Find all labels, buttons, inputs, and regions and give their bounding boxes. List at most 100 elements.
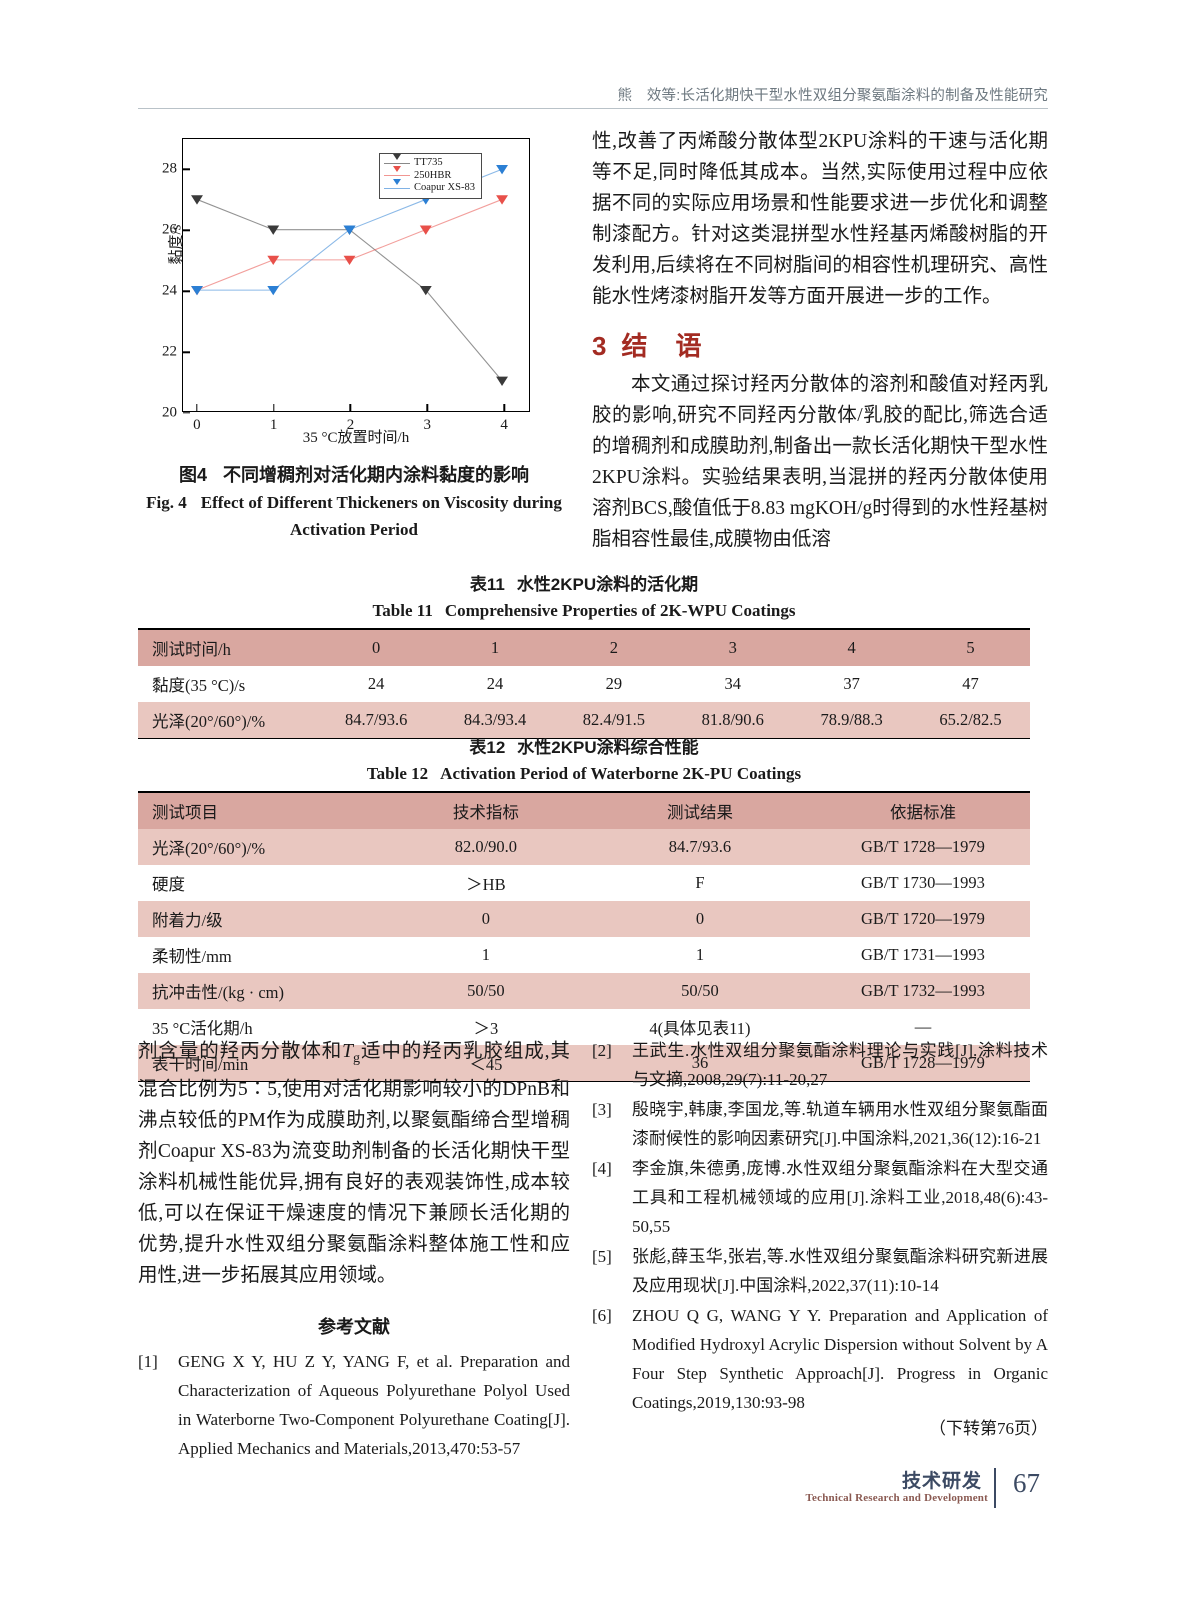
table-row: 抗冲击性/(kg · cm) 50/50 50/50 GB/T 1732—1993	[138, 972, 1030, 1009]
table-cell: 50/50	[583, 972, 816, 1009]
table12-title-cn: 表12 水性2KPU涂料综合性能	[138, 735, 1030, 761]
chart-series-svg	[191, 165, 508, 386]
table-cell: GB/T 1720—1979	[815, 900, 1030, 937]
table-cell: 抗冲击性/(kg · cm)	[138, 972, 388, 1009]
table-cell: 84.7/93.6	[583, 828, 816, 865]
table11: 测试时间/h 0 1 2 3 4 5 黏度(35 °C)/s 24 24 29 34 37 47 光泽(20…	[138, 629, 1030, 738]
table-header-cell: 4	[792, 629, 912, 666]
table12-bottom-rule	[138, 1080, 1030, 1083]
table-cell: 光泽(20°/60°)/%	[138, 701, 317, 738]
bottom-right-column: [2] 王武生.水性双组分聚氨酯涂料理论与实践[J].涂料技术与文摘,2008,2…	[592, 1036, 1048, 1439]
table-cell: 81.8/90.6	[673, 701, 793, 738]
table-row: 黏度(35 °C)/s 24 24 29 34 37 47	[138, 666, 1030, 702]
chart-y-tick-label: 26	[162, 221, 177, 238]
table11-title-en-num: Table 11	[372, 601, 433, 620]
running-head: 熊 效等:长活化期快干型水性双组分聚氨酯涂料的制备及性能研究	[138, 84, 1048, 105]
chart-data-point	[496, 195, 508, 205]
table-cell: GB/T 1730—1993	[860, 872, 985, 892]
chart-legend-label: TT735	[414, 157, 443, 168]
conclusion-paragraph: 剂含量的羟丙分散体和Tg适中的羟丙乳胶组成,其混合比例为5∶5,使用对活化期影响…	[138, 1036, 570, 1291]
chart-plot-area: TT735 250HBR Coapur XS-83 20 22 24 26 28 0 1 2 3 4	[162, 138, 530, 433]
chart-x-tick-label: 3	[423, 417, 432, 433]
chart-legend-item: Coapur XS-83	[384, 178, 475, 196]
tg-symbol: T	[342, 1041, 354, 1062]
chart-data-point	[419, 285, 432, 296]
table-cell: 表干时间/min	[138, 1044, 388, 1081]
footer-label-en: Technical Research and Development	[805, 1492, 988, 1504]
references-list-right: [2] 王武生.水性双组分聚氨酯涂料理论与实践[J].涂料技术与文摘,2008,2…	[592, 1036, 1048, 1417]
chart-data-point	[267, 255, 280, 266]
references-heading: 参考文献	[318, 1316, 390, 1337]
table-cell: ＜45	[387, 1044, 584, 1081]
table-row: 光泽(20°/60°)/% 82.0/90.0 84.7/93.6 GB/T 1728…	[138, 828, 1030, 865]
table11-top-rule	[138, 628, 1030, 630]
reference-text: GENG X Y, HU Z Y, YANG F, et al. Prepara…	[178, 1351, 570, 1458]
chart-y-tick-mark	[183, 290, 190, 292]
table-cell: 光泽(20°/60°)/%	[138, 828, 388, 865]
table11-block: 表11 水性2KPU涂料的活化期 Table 11 Comprehensive Pr…	[138, 572, 1030, 740]
table-header-row: 测试时间/h 0 1 2 3 4 5	[138, 629, 1030, 666]
reference-text: 殷晓宇,韩康,李国龙,等.轨道车辆用水性双组分聚氨酯面漆耐候性的影响因素研究[J…	[632, 1100, 1048, 1148]
chart-data-point	[496, 376, 508, 386]
chart-legend-swatch	[384, 166, 410, 184]
section-number: 3	[592, 331, 608, 361]
reference-number: [2]	[592, 1041, 612, 1060]
table-cell: 附着力/级	[138, 900, 388, 937]
chart-x-tick-label: 1	[269, 417, 278, 433]
reference-item: [2] 王武生.水性双组分聚氨酯涂料理论与实践[J].涂料技术与文摘,2008,2…	[592, 1036, 1048, 1094]
section-heading: 3 结 语	[592, 326, 1048, 363]
section-paragraph: 本文通过探讨羟丙分散体的溶剂和酸值对羟丙乳胶的影响,研究不同羟丙分散体/乳胶的配…	[592, 374, 1048, 550]
table-header-cell: 测试项目	[138, 792, 388, 829]
chart-y-tick-mark	[183, 412, 190, 414]
table-cell: 1	[481, 944, 490, 964]
chart-legend-label: Coapur XS-83	[414, 182, 475, 193]
reference-number: [6]	[592, 1306, 612, 1325]
page-footer: 技术研发 Technical Research and Development …	[592, 1466, 1048, 1526]
table12-title-cn-text: 水性2KPU涂料综合性能	[517, 738, 699, 757]
figure-caption-en-text: Effect of Different Thickeners on Viscos…	[200, 493, 562, 539]
table-cell: 24	[486, 673, 504, 693]
table11-title: 表11 水性2KPU涂料的活化期 Table 11 Comprehensive Pr…	[138, 572, 1030, 624]
footer-label-cn: 技术研发	[901, 1471, 982, 1492]
table-header-cell: 2	[554, 629, 674, 666]
table-header-cell: 测试结果	[583, 792, 816, 829]
header-rule	[138, 108, 1048, 109]
table-cell: 34	[724, 673, 742, 693]
table-cell: GB/T 1728—1979	[815, 828, 1030, 865]
table-cell: ＞3	[473, 1018, 499, 1038]
reference-number: [1]	[138, 1351, 158, 1371]
chart-legend-item: TT735	[384, 153, 475, 171]
bottom-left-column: 剂含量的羟丙分散体和Tg适中的羟丙乳胶组成,其混合比例为5∶5,使用对活化期影响…	[138, 1036, 570, 1464]
chart-y-tick-label: 24	[162, 282, 177, 299]
table-cell: ＞HB	[466, 874, 506, 894]
table-cell: 硬度	[152, 874, 185, 894]
chart-x-tick-mark	[272, 404, 275, 411]
table-cell: GB/T 1728—1979	[815, 1044, 1030, 1081]
table-cell: 24	[367, 673, 385, 693]
chart-legend-item: 250HBR	[384, 166, 475, 184]
table-cell: 78.9/88.3	[792, 701, 912, 738]
chart-data-point	[496, 165, 508, 175]
footer-divider	[994, 1468, 996, 1508]
chart-legend-label: 250HBR	[414, 169, 452, 181]
table-cell: 0	[583, 900, 816, 937]
table-cell: 36	[583, 1044, 816, 1081]
table-row: 柔韧性/mm 1 1 GB/T 1731—1993	[138, 937, 1030, 973]
table-cell: 黏度(35 °C)/s	[152, 675, 246, 695]
chart-series-line	[196, 198, 503, 291]
table-header-cell: 技术指标	[387, 792, 584, 829]
figure-caption-cn-text: 不同增稠剂对活化期内涂料黏度的影响	[223, 465, 529, 485]
chart-x-tick-mark	[349, 404, 352, 411]
table11-bottom-rule	[138, 737, 1030, 740]
table12-block: 表12 水性2KPU涂料综合性能 Table 12 Activation Perio…	[138, 735, 1030, 1083]
table-cell: F	[695, 872, 705, 892]
references-list-left: [1] GENG X Y, HU Z Y, YANG F, et al. Prep…	[138, 1347, 570, 1463]
chart-y-tick-mark	[183, 168, 190, 171]
table-cell: 50/50	[387, 972, 584, 1009]
table-cell: 47	[962, 673, 979, 693]
figure-caption: 图4 不同增稠剂对活化期内涂料黏度的影响 Fig. 4 Effect of Diff…	[138, 462, 570, 543]
chart-legend-swatch	[384, 178, 410, 196]
table-cell: 84.3/93.4	[435, 701, 555, 738]
conclusion-text-part1: 剂含量的羟丙分散体和	[138, 1041, 343, 1062]
